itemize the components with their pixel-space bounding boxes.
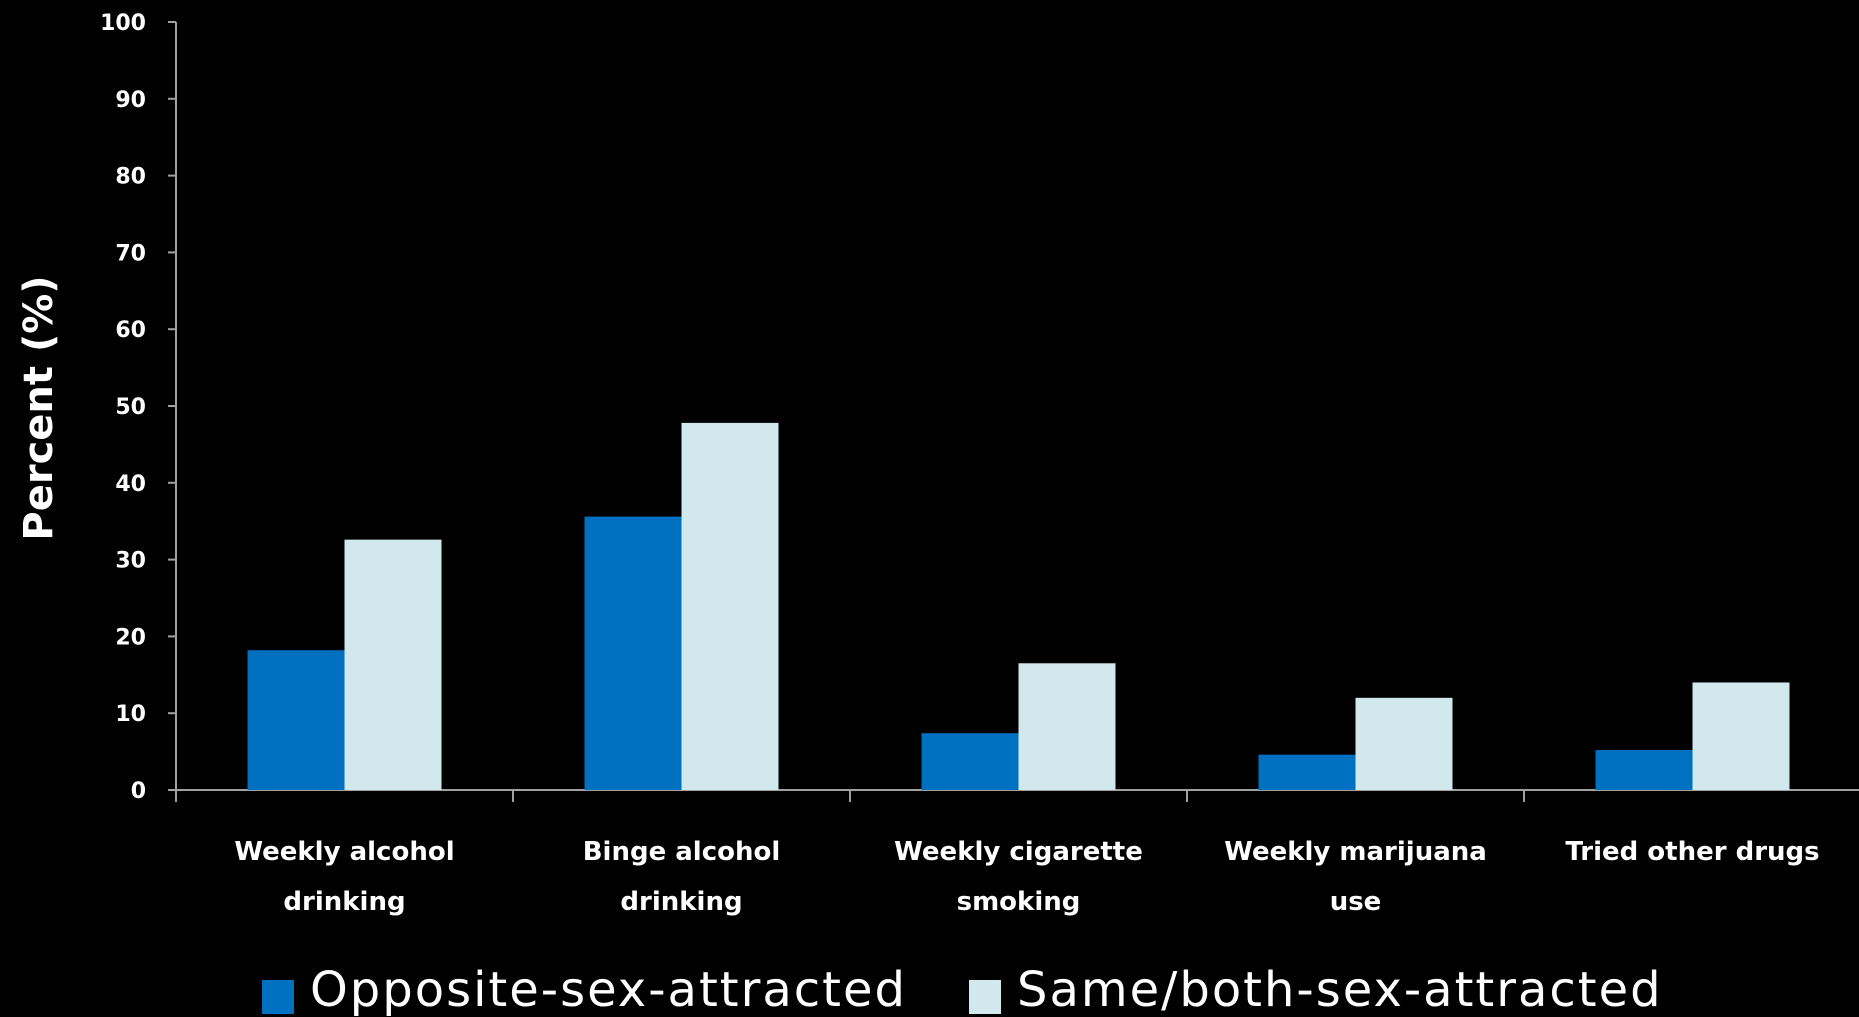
y-tick-label: 60	[115, 318, 146, 343]
bar-opposite-sex-3	[1258, 754, 1356, 790]
category-label: Weekly marijuana	[1224, 837, 1487, 867]
category-label: smoking	[957, 887, 1081, 917]
y-ticks: 0 10 20 30 40 50 60 70 80 90 100	[100, 11, 176, 804]
legend-label: Same/both-sex-attracted	[1017, 962, 1663, 1017]
y-axis-label: Percent (%)	[16, 275, 62, 540]
legend-label: Opposite-sex-attracted	[310, 962, 907, 1017]
bar-opposite-sex-2	[921, 733, 1019, 790]
y-tick-label: 20	[115, 625, 146, 650]
y-tick-label: 0	[131, 779, 146, 804]
legend: Opposite-sex-attracted Same/both-sex-attr…	[262, 962, 1663, 1017]
legend-swatch	[969, 980, 1001, 1014]
bar-same-both-sex-3	[1355, 697, 1453, 790]
category-label: Weekly cigarette	[894, 837, 1143, 867]
y-tick-label: 100	[100, 11, 146, 36]
y-tick-label: 40	[115, 472, 146, 497]
bar-same-both-sex-4	[1692, 682, 1790, 790]
y-tick-label: 10	[115, 702, 146, 727]
legend-swatch	[262, 980, 294, 1014]
category-labels: Weekly alcohol drinking Binge alcohol drink…	[234, 837, 1819, 917]
category-label: Weekly alcohol	[234, 837, 454, 867]
bar-same-both-sex-1	[681, 422, 779, 790]
category-label: drinking	[283, 887, 405, 917]
x-ticks	[175, 790, 1525, 802]
category-label: use	[1330, 887, 1382, 917]
bar-same-both-sex-0	[344, 539, 442, 790]
y-tick-label: 80	[115, 165, 146, 190]
bar-opposite-sex-0	[247, 650, 345, 790]
bar-same-both-sex-2	[1018, 663, 1116, 790]
bar-opposite-sex-1	[584, 516, 682, 790]
bars	[247, 422, 1790, 790]
category-label: Tried other drugs	[1565, 837, 1819, 867]
category-label: drinking	[620, 887, 742, 917]
y-tick-label: 70	[115, 241, 146, 266]
y-tick-label: 50	[115, 395, 146, 420]
category-label: Binge alcohol	[583, 837, 781, 867]
bar-opposite-sex-4	[1595, 750, 1693, 790]
y-tick-label: 90	[115, 88, 146, 113]
y-tick-label: 30	[115, 549, 146, 574]
